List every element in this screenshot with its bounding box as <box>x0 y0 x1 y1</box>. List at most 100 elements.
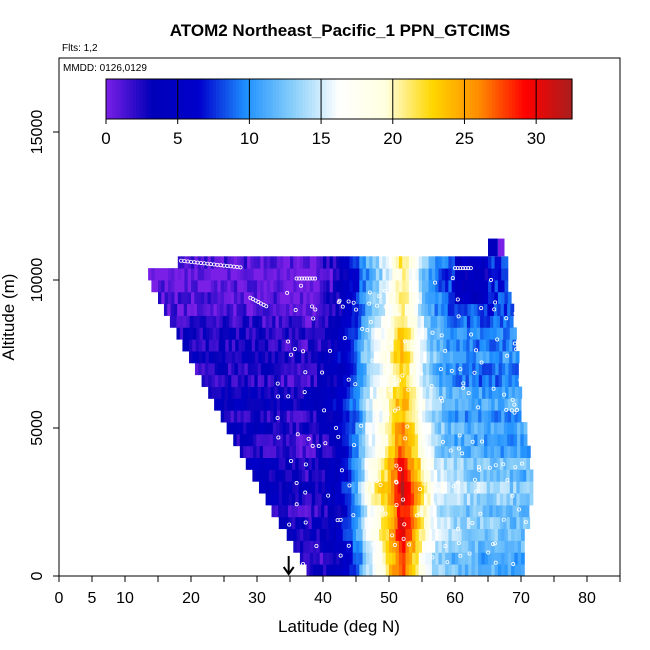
heatmap-cell <box>479 504 484 518</box>
heatmap-cell <box>291 315 296 328</box>
heatmap-cell <box>344 493 349 506</box>
heatmap-cell <box>284 386 288 399</box>
heatmap-cell <box>222 327 227 340</box>
heatmap-cell <box>371 493 375 506</box>
colorbar-segment <box>155 79 160 119</box>
heatmap-cell <box>174 268 179 281</box>
observation-point <box>353 307 358 312</box>
heatmap-cell <box>447 481 451 494</box>
heatmap-cell <box>464 410 469 423</box>
heatmap-cell <box>364 516 369 530</box>
heatmap-cell <box>399 362 404 376</box>
heatmap-cell <box>481 398 486 411</box>
x-tick-label: 30 <box>248 590 266 607</box>
heatmap-cell <box>438 268 443 281</box>
heatmap-cell <box>349 280 354 293</box>
heatmap-cell <box>404 481 408 494</box>
heatmap-cell <box>419 362 424 376</box>
heatmap-cell <box>463 516 468 530</box>
heatmap-cell <box>240 398 245 411</box>
heatmap-cell <box>345 303 350 316</box>
heatmap-cell <box>286 422 290 435</box>
heatmap-cell <box>480 422 485 435</box>
heatmap-cell <box>421 303 426 316</box>
heatmap-cell <box>447 469 451 482</box>
heatmap-cell <box>273 268 278 281</box>
colorbar-segment <box>438 79 443 119</box>
heatmap-cell <box>306 280 311 293</box>
heatmap-cell <box>365 528 370 541</box>
heatmap-cell <box>435 564 439 577</box>
heatmap-cell <box>392 256 397 269</box>
heatmap-cell <box>255 339 259 352</box>
heatmap-cell <box>308 516 313 530</box>
x-tick-label: 0 <box>55 590 64 607</box>
observation-point <box>456 540 461 545</box>
heatmap-cell <box>445 280 449 293</box>
observation-point <box>301 561 306 566</box>
heatmap-cell <box>405 410 410 423</box>
heatmap-cell <box>471 256 476 269</box>
heatmap-cell <box>410 504 414 518</box>
observation-point <box>305 276 310 281</box>
heatmap-cell <box>508 374 513 387</box>
heatmap-cell <box>412 256 416 269</box>
heatmap-cell <box>373 386 377 399</box>
heatmap-cell <box>248 339 253 352</box>
heatmap-cell <box>253 268 258 281</box>
plot-frame <box>58 57 621 577</box>
heatmap-cell <box>509 339 513 352</box>
heatmap-cell <box>402 268 406 281</box>
heatmap-cell <box>468 291 472 305</box>
heatmap-cell <box>400 493 405 506</box>
heatmap-cell <box>469 504 474 518</box>
heatmap-cell <box>435 386 440 399</box>
heatmap-cell <box>497 422 502 435</box>
heatmap-cell <box>254 362 259 376</box>
heatmap-cell <box>462 386 467 399</box>
heatmap-cell <box>333 374 338 387</box>
heatmap-cell <box>450 493 455 506</box>
heatmap-cell <box>511 374 516 387</box>
heatmap-cell <box>323 410 327 423</box>
heatmap-cell <box>420 504 424 518</box>
heatmap-cell <box>392 398 397 411</box>
heatmap-cell <box>436 339 441 352</box>
heatmap-cell <box>316 410 321 423</box>
heatmap-cell <box>349 564 354 577</box>
heatmap-cell <box>437 493 441 506</box>
heatmap-cell <box>285 469 290 482</box>
heatmap-cell <box>228 339 233 352</box>
heatmap-cell <box>486 457 491 470</box>
heatmap-cell <box>509 516 514 530</box>
heatmap-cell <box>448 280 453 293</box>
heatmap-cell <box>285 516 290 530</box>
heatmap-cell <box>290 398 294 411</box>
heatmap-cell <box>344 351 348 364</box>
heatmap-cell <box>471 540 476 553</box>
heatmap-cell <box>253 422 257 435</box>
heatmap-cell <box>164 291 169 305</box>
heatmap-cell <box>213 303 218 316</box>
observation-point <box>505 353 510 358</box>
heatmap-cell <box>483 315 488 328</box>
heatmap-cell <box>374 516 379 530</box>
heatmap-cell <box>336 398 340 411</box>
observation-point <box>336 434 341 439</box>
heatmap-cell <box>512 504 517 518</box>
heatmap-cell <box>338 315 342 328</box>
heatmap-cell <box>400 327 405 340</box>
heatmap-cell <box>499 516 504 530</box>
heatmap-cell <box>364 493 369 506</box>
heatmap-cell <box>336 552 340 565</box>
heatmap-cell <box>494 540 499 553</box>
heatmap-cell <box>384 469 389 482</box>
heatmap-cell <box>352 433 356 447</box>
heatmap-cell <box>513 445 518 458</box>
heatmap-cell <box>503 433 508 447</box>
heatmap-cell <box>385 256 390 269</box>
observation-point <box>463 266 468 271</box>
heatmap-cell <box>332 256 337 269</box>
heatmap-cell <box>428 410 433 423</box>
